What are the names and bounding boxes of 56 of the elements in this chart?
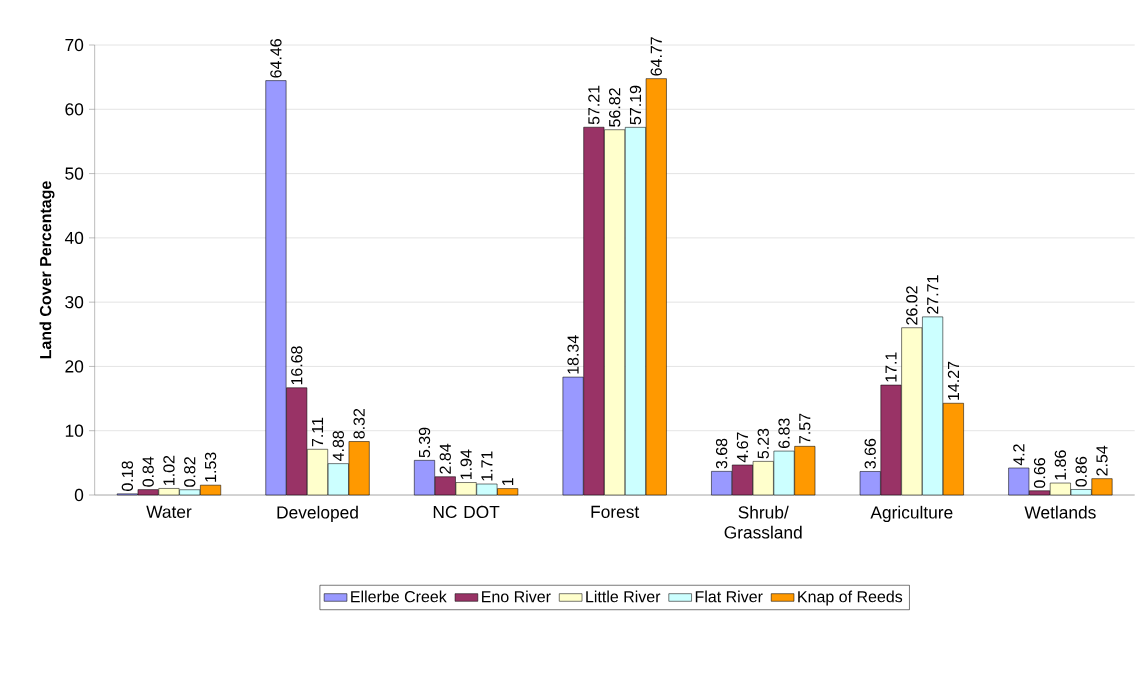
data-label: 5.23 xyxy=(757,428,769,459)
x-tick-label: Forest xyxy=(591,505,640,518)
data-label: 1.86 xyxy=(1054,450,1067,480)
data-label: 4.88 xyxy=(332,430,344,461)
data-label: 27.71 xyxy=(927,275,939,314)
data-label: 1.94 xyxy=(460,449,472,480)
x-tick-label: Developed xyxy=(277,505,358,522)
data-label: 2.84 xyxy=(439,443,451,474)
x-tick-label: Water xyxy=(146,505,192,518)
data-label: 8.32 xyxy=(353,408,365,439)
data-label: 57.19 xyxy=(629,85,642,125)
data-label: 64.77 xyxy=(650,37,662,76)
data-label: 26.02 xyxy=(906,286,918,325)
data-label: 64.46 xyxy=(270,39,282,78)
data-label: 4.67 xyxy=(736,432,749,463)
data-label: 0.82 xyxy=(184,457,196,487)
y-tick-label: 60 xyxy=(65,103,84,116)
data-label: 0.86 xyxy=(1075,456,1087,487)
data-label: 1 xyxy=(502,478,514,486)
data-label: 0.18 xyxy=(121,461,134,491)
y-tick-label: 50 xyxy=(65,167,84,180)
data-label: 1.53 xyxy=(204,452,217,482)
legend-label: Little River xyxy=(586,590,661,603)
data-label: 3.68 xyxy=(715,438,728,469)
data-label: 57.21 xyxy=(588,85,600,125)
data-label: 0.84 xyxy=(142,456,154,487)
legend-label: Ellerbe Creek xyxy=(351,590,447,603)
x-tick-label: Shrub/ Grassland xyxy=(724,505,802,539)
legend-label: Flat River xyxy=(695,590,763,603)
y-axis-title: Land Cover Percentage xyxy=(39,181,55,359)
y-tick-label: 70 xyxy=(65,38,84,52)
x-tick-label: Agriculture xyxy=(870,505,953,522)
x-tick-label: Wetlands xyxy=(1024,505,1096,519)
data-label: 0.66 xyxy=(1033,458,1046,488)
y-tick-label: 30 xyxy=(65,296,84,309)
data-label: 56.82 xyxy=(609,88,621,127)
data-label: 18.34 xyxy=(567,335,579,374)
data-label: 5.39 xyxy=(418,427,431,458)
data-label: 7.11 xyxy=(312,417,324,447)
data-label: 17.1 xyxy=(885,352,897,382)
data-label: 3.66 xyxy=(864,438,876,469)
data-label: 7.57 xyxy=(799,413,811,444)
data-label: 2.54 xyxy=(1096,445,1108,476)
data-label: 16.68 xyxy=(291,346,303,385)
y-tick-label: 40 xyxy=(64,231,84,244)
y-tick-label: 0 xyxy=(74,488,84,502)
data-label: 4.2 xyxy=(1013,444,1025,466)
data-label: 1.02 xyxy=(163,455,175,485)
data-label: 6.83 xyxy=(778,418,790,449)
y-tick-label: 10 xyxy=(65,424,84,437)
legend-label: Eno River xyxy=(482,590,551,603)
legend-label: Knap of Reeds xyxy=(798,590,903,606)
data-label: 1.71 xyxy=(481,451,493,481)
x-tick-label: NC DOT xyxy=(433,505,500,519)
y-tick-label: 20 xyxy=(65,360,84,373)
data-label: 14.27 xyxy=(947,361,959,400)
